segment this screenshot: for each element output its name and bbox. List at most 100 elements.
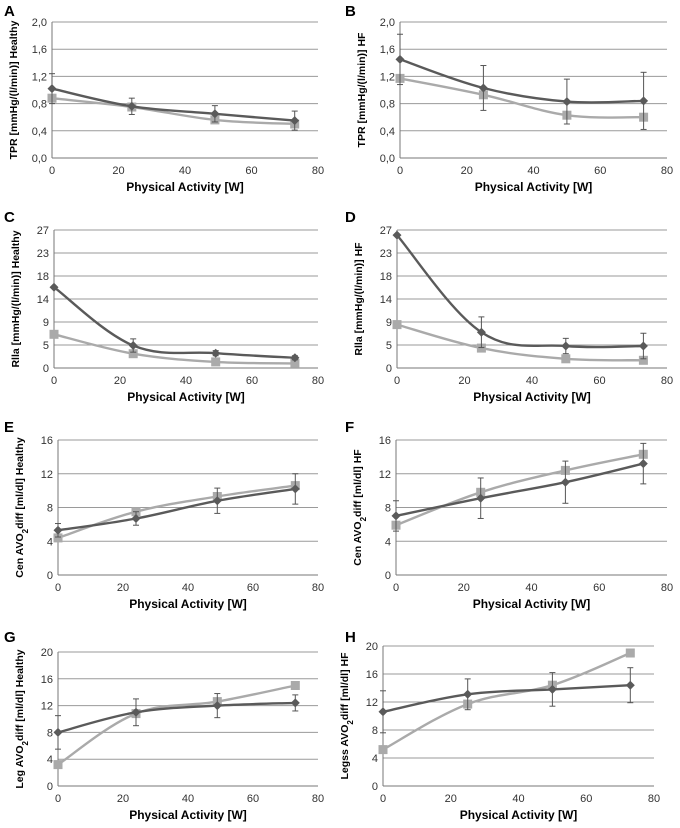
x-axis-label: Physical Activity [W] (460, 808, 578, 822)
x-axis-label: Physical Activity [W] (473, 390, 591, 404)
data-point-diamond (378, 707, 388, 717)
y-tick-label: 0 (43, 363, 49, 375)
x-tick-label: 80 (312, 375, 324, 387)
panel-label: D (345, 209, 356, 226)
x-tick-label: 0 (49, 165, 55, 177)
chart-panel-d: D 0 5 9 14 18 23 27 0 20 40 60 80 Physical Activity [… (345, 209, 673, 404)
data-point-diamond (638, 341, 648, 351)
y-tick-label: 0,4 (32, 126, 47, 138)
data-point-diamond (476, 493, 486, 503)
y-tick-label: 8 (47, 727, 53, 739)
panel-label: E (4, 419, 14, 436)
y-axis-label: Rlla [mmHg/(l/min)] Healthy (10, 230, 22, 367)
y-tick-label: 8 (47, 503, 53, 515)
x-tick-label: 40 (179, 165, 191, 177)
series-line-dark (396, 234, 644, 349)
y-tick-label: 8 (372, 725, 378, 737)
data-point-diamond (478, 83, 488, 93)
x-tick-label: 60 (593, 375, 605, 387)
x-tick-label: 80 (661, 582, 673, 594)
y-tick-label: 1,6 (380, 44, 395, 56)
y-tick-label: 20 (41, 647, 53, 659)
data-point-diamond (47, 84, 57, 94)
x-tick-label: 20 (112, 165, 124, 177)
series-line-light (53, 333, 295, 365)
y-tick-label: 14 (37, 294, 49, 306)
y-tick-label: 16 (379, 435, 391, 447)
x-tick-label: 40 (182, 793, 194, 805)
y-tick-label: 0 (385, 570, 391, 582)
data-point-diamond (128, 341, 138, 350)
data-point-diamond (131, 514, 141, 523)
x-tick-label: 40 (180, 375, 192, 387)
panel-label: F (345, 419, 354, 436)
y-tick-label: 5 (43, 340, 49, 352)
data-point-diamond (290, 484, 300, 494)
data-point-diamond (561, 341, 571, 351)
y-tick-label: 16 (41, 435, 53, 447)
series-line-dark (395, 462, 644, 518)
panel-label: C (4, 209, 15, 226)
data-point-square (638, 355, 648, 365)
x-tick-label: 0 (55, 793, 61, 805)
data-point-diamond (210, 109, 220, 119)
y-tick-label: 16 (366, 669, 378, 681)
series-line-light (395, 453, 644, 527)
data-point-square (53, 760, 63, 770)
y-tick-label: 1,6 (32, 44, 47, 56)
chart-panel-a: A 0,0 0,4 0,8 1,2 1,6 2,0 0 20 40 60 80 Physical Act… (4, 3, 324, 194)
y-tick-label: 12 (41, 701, 53, 713)
y-tick-label: 12 (366, 697, 378, 709)
y-tick-label: 23 (380, 248, 392, 260)
x-axis-label: Physical Activity [W] (129, 808, 247, 822)
data-point-diamond (463, 689, 473, 699)
y-tick-label: 2,0 (380, 17, 395, 29)
y-tick-label: 0,0 (32, 153, 47, 165)
series-line-light (396, 323, 644, 362)
y-tick-label: 4 (47, 754, 53, 766)
data-point-square (561, 354, 571, 364)
y-tick-label: 12 (379, 469, 391, 481)
data-point-diamond (131, 707, 141, 717)
y-tick-label: 27 (380, 225, 392, 237)
data-point-diamond (212, 496, 222, 506)
data-point-diamond (625, 680, 635, 690)
y-tick-label: 4 (385, 536, 391, 548)
panel-label: H (345, 629, 356, 646)
data-point-square (378, 745, 388, 755)
series-line-light (382, 651, 631, 751)
data-point-diamond (476, 327, 486, 337)
y-tick-label: 18 (37, 271, 49, 283)
data-point-diamond (638, 459, 648, 469)
chart-panel-f: F 0 4 8 12 16 0 20 40 60 80 Physical Activity [W] Ce… (345, 419, 673, 611)
y-tick-label: 4 (47, 536, 53, 548)
y-tick-label: 23 (37, 248, 49, 260)
data-point-diamond (127, 101, 137, 111)
x-tick-label: 20 (461, 165, 473, 177)
x-tick-label: 40 (527, 165, 539, 177)
panel-label: G (4, 629, 16, 646)
x-tick-label: 60 (593, 582, 605, 594)
data-point-diamond (290, 116, 300, 126)
series-line-dark (53, 286, 295, 359)
panel-label: A (4, 3, 15, 20)
x-tick-label: 60 (245, 165, 257, 177)
panel-label: B (345, 3, 356, 20)
y-tick-label: 4 (372, 753, 378, 765)
data-point-square (625, 648, 635, 658)
x-tick-label: 80 (312, 793, 324, 805)
x-tick-label: 80 (661, 375, 673, 387)
y-tick-label: 12 (41, 469, 53, 481)
chart-panel-c: C 0 5 9 14 18 23 27 0 20 40 60 80 Physical Activity [… (4, 209, 324, 404)
y-axis-label: TPR [mmHg/(l/min)] HF (356, 32, 368, 147)
y-tick-label: 0,8 (380, 99, 395, 111)
data-point-diamond (290, 698, 300, 708)
x-tick-label: 20 (458, 375, 470, 387)
x-tick-label: 40 (182, 582, 194, 594)
x-axis-label: Physical Activity [W] (127, 390, 245, 404)
x-tick-label: 80 (661, 165, 673, 177)
x-tick-label: 40 (512, 793, 524, 805)
chart-panel-g: G 0 4 8 12 16 20 0 20 40 60 80 Physical Activity [W]… (4, 629, 324, 822)
x-tick-label: 60 (580, 793, 592, 805)
